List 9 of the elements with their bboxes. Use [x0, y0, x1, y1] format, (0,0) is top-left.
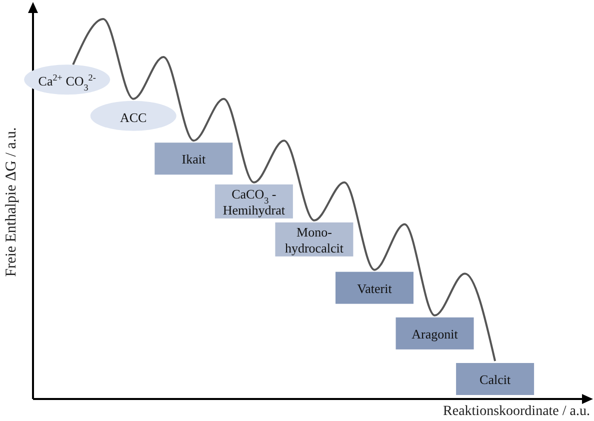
- annotation: CaCO$_{3}$ - Hemihydrat: [222, 186, 286, 218]
- annotation: Ikait: [182, 152, 206, 167]
- annotation: Mono- hydrocalcit: [284, 224, 344, 256]
- y-axis-title: Freie Enthalpie ΔG / a.u.: [3, 127, 20, 277]
- x-axis-title: Reaktionskoordinate / a.u.: [443, 404, 590, 419]
- annotation: Aragonit: [412, 326, 458, 342]
- annotation: Vaterit: [357, 280, 392, 296]
- annotation: Calcit: [480, 372, 511, 388]
- annotation: ACC: [120, 110, 147, 125]
